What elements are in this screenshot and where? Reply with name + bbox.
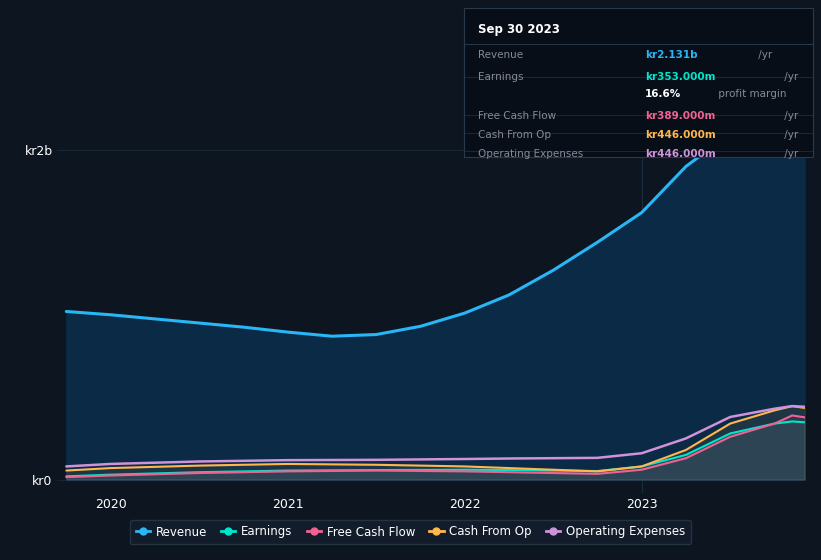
Text: kr446.000m: kr446.000m bbox=[645, 130, 716, 140]
Text: Revenue: Revenue bbox=[478, 50, 523, 60]
Text: kr353.000m: kr353.000m bbox=[645, 72, 716, 82]
Text: Free Cash Flow: Free Cash Flow bbox=[478, 111, 556, 121]
Text: Sep 30 2023: Sep 30 2023 bbox=[478, 24, 560, 36]
Text: profit margin: profit margin bbox=[715, 88, 787, 99]
Text: Operating Expenses: Operating Expenses bbox=[478, 150, 583, 160]
Text: /yr: /yr bbox=[782, 72, 799, 82]
Text: kr2.131b: kr2.131b bbox=[645, 50, 698, 60]
Text: /yr: /yr bbox=[782, 130, 799, 140]
Text: /yr: /yr bbox=[754, 50, 772, 60]
Text: 16.6%: 16.6% bbox=[645, 88, 681, 99]
Text: Earnings: Earnings bbox=[478, 72, 523, 82]
Text: /yr: /yr bbox=[782, 150, 799, 160]
Text: kr446.000m: kr446.000m bbox=[645, 150, 716, 160]
Legend: Revenue, Earnings, Free Cash Flow, Cash From Op, Operating Expenses: Revenue, Earnings, Free Cash Flow, Cash … bbox=[130, 520, 691, 544]
Text: kr389.000m: kr389.000m bbox=[645, 111, 716, 121]
Text: /yr: /yr bbox=[782, 111, 799, 121]
Text: Cash From Op: Cash From Op bbox=[478, 130, 551, 140]
